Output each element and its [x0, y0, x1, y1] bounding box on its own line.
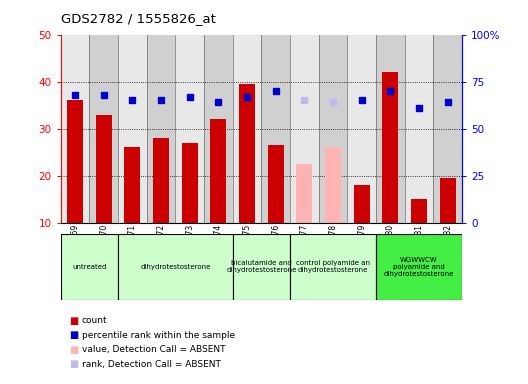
Bar	[211, 119, 226, 223]
Bar	[297, 164, 312, 223]
Bar	[268, 145, 284, 223]
Text: ■: ■	[69, 345, 78, 355]
Text: dihydrotestosterone: dihydrotestosterone	[140, 264, 211, 270]
Bar	[118, 35, 147, 223]
Bar	[147, 35, 175, 223]
Text: ■: ■	[69, 359, 78, 369]
Bar	[411, 199, 427, 223]
Text: untreated: untreated	[72, 264, 107, 270]
Bar	[67, 101, 83, 223]
Text: GDS2782 / 1555826_at: GDS2782 / 1555826_at	[61, 12, 215, 25]
FancyBboxPatch shape	[61, 234, 462, 300]
Bar	[319, 35, 347, 223]
Bar	[376, 35, 404, 223]
Bar	[182, 143, 197, 223]
Bar	[354, 185, 370, 223]
Bar	[96, 114, 111, 223]
Bar	[153, 138, 169, 223]
Text: value, Detection Call = ABSENT: value, Detection Call = ABSENT	[82, 345, 225, 354]
Bar	[61, 35, 89, 223]
Bar	[233, 35, 261, 223]
FancyBboxPatch shape	[376, 234, 462, 300]
Bar	[433, 35, 462, 223]
Text: WGWWCW
polyamide and
dihydrotestosterone: WGWWCW polyamide and dihydrotestosterone	[384, 257, 454, 277]
Bar	[404, 35, 433, 223]
Bar	[125, 147, 140, 223]
Bar	[204, 35, 233, 223]
FancyBboxPatch shape	[118, 234, 233, 300]
FancyBboxPatch shape	[233, 234, 290, 300]
FancyBboxPatch shape	[290, 234, 376, 300]
Bar	[382, 72, 398, 223]
Text: bicalutamide and
dihydrotestosterone: bicalutamide and dihydrotestosterone	[226, 260, 297, 273]
Text: control polyamide an
dihydrotestosterone: control polyamide an dihydrotestosterone	[296, 260, 370, 273]
Bar	[290, 35, 319, 223]
Text: ■: ■	[69, 330, 78, 340]
Text: rank, Detection Call = ABSENT: rank, Detection Call = ABSENT	[82, 360, 221, 369]
Text: ■: ■	[69, 316, 78, 326]
Bar	[347, 35, 376, 223]
Text: count: count	[82, 316, 108, 325]
Bar	[175, 35, 204, 223]
Bar	[440, 178, 456, 223]
Text: percentile rank within the sample: percentile rank within the sample	[82, 331, 235, 340]
Bar	[239, 84, 255, 223]
Bar	[325, 147, 341, 223]
Bar	[89, 35, 118, 223]
Bar	[261, 35, 290, 223]
FancyBboxPatch shape	[61, 234, 118, 300]
